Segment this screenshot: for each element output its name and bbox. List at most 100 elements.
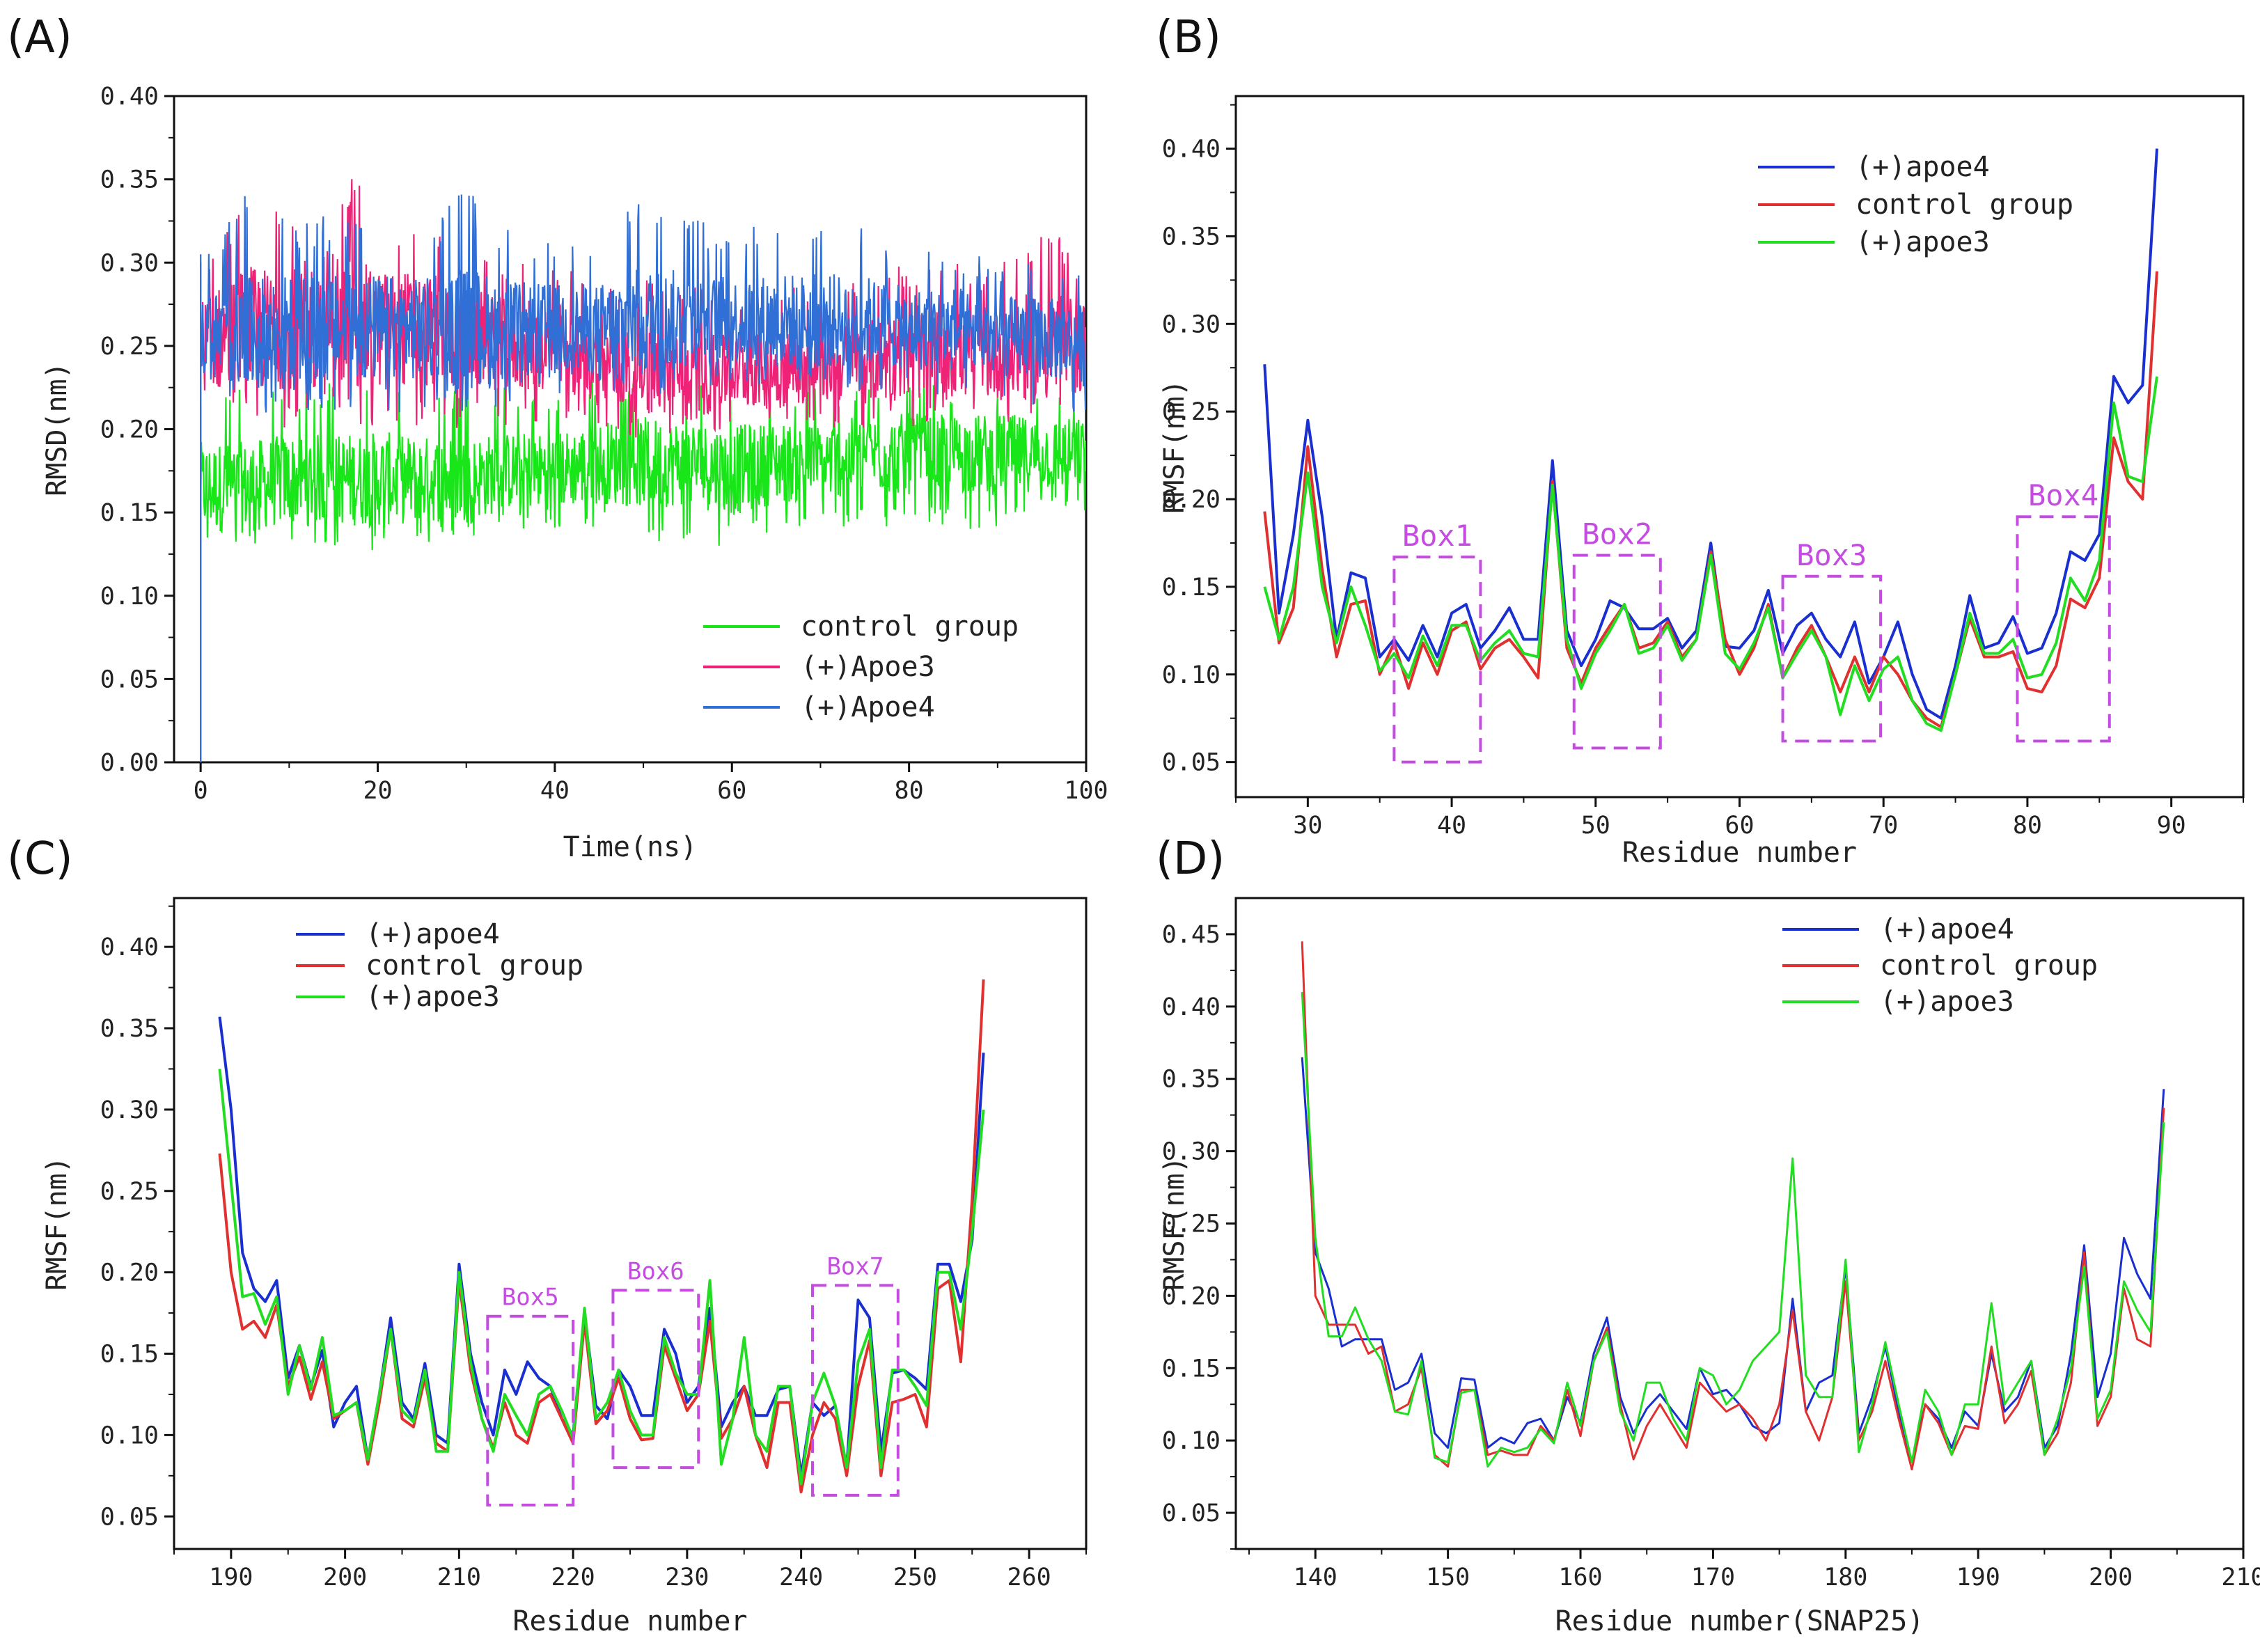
annotation-box	[1392, 556, 1482, 764]
panel-label: (C)	[7, 833, 73, 885]
x-tick-label: 170	[1691, 1564, 1735, 1591]
x-tick-label: 100	[1064, 777, 1108, 805]
x-tick-label: 80	[895, 777, 924, 805]
y-tick-label: 0.10	[100, 1422, 159, 1449]
annotation-box-label: Box3	[1796, 538, 1867, 572]
y-tick-label: 0.10	[100, 583, 159, 611]
x-tick-label: 40	[1437, 812, 1466, 840]
y-tick-label: 0.05	[1162, 749, 1221, 777]
annotation-box-label: Box1	[1402, 519, 1473, 553]
y-tick-label: 0.05	[100, 666, 159, 693]
legend-label: (+)Apoe4	[801, 691, 935, 723]
y-tick-label: 0.10	[1162, 1427, 1221, 1455]
x-tick-label: 220	[551, 1564, 595, 1591]
annotation-box-label: Box5	[502, 1284, 559, 1312]
legend-label: (+)apoe3	[366, 981, 500, 1013]
series-line	[218, 1016, 985, 1477]
y-tick-label: 0.15	[1162, 1355, 1221, 1383]
y-tick-label: 0.25	[100, 333, 159, 361]
legend-label: control group	[366, 950, 583, 982]
panel-label: (D)	[1156, 833, 1225, 885]
y-tick-label: 0.30	[1162, 1138, 1221, 1166]
x-axis-title: Residue number(SNAP25)	[1555, 1605, 1924, 1637]
series-line	[218, 1069, 985, 1486]
y-axis-title: RMSD(nm)	[41, 362, 73, 496]
panel-label: (A)	[7, 12, 72, 63]
y-tick-label: 0.15	[100, 1341, 159, 1369]
chart-panel-1: (A) 0 20 40 60 80 100 0.00 0.05 0.10 0.15 0.20 0.25 0…	[7, 12, 1108, 863]
chart-panel-4: (D) 140 150 160 170 180 190 200 210 0.05 0.10 0.15 0…	[1156, 833, 2260, 1637]
y-tick-label: 0.35	[100, 166, 159, 194]
series-line	[1301, 992, 2165, 1468]
annotation-box	[611, 1289, 700, 1470]
x-tick-label: 90	[2157, 812, 2186, 840]
y-axis-title: RMSF(nm)	[41, 1156, 73, 1291]
y-tick-label: 0.00	[100, 749, 159, 777]
x-tick-label: 50	[1581, 812, 1610, 840]
x-tick-label: 190	[1956, 1564, 2000, 1591]
series-line	[1263, 148, 2158, 720]
legend-label: control group	[801, 611, 1019, 643]
legend-label: (+)apoe4	[1855, 151, 1990, 183]
annotation-box	[1572, 553, 1662, 750]
annotation-box-label: Box4	[2028, 478, 2098, 512]
x-tick-label: 210	[437, 1564, 481, 1591]
y-tick-label: 0.20	[1162, 486, 1221, 514]
chart-panel-3: (C) 190 200 210 220 230 240 250 260 0.05 0.10 0.15 0…	[7, 833, 1088, 1637]
x-tick-label: 40	[540, 777, 570, 805]
x-tick-label: 200	[2089, 1564, 2133, 1591]
y-axis-title: RMSF(nm)	[1159, 379, 1191, 514]
y-tick-label: 0.35	[100, 1015, 159, 1043]
x-tick-label: 240	[779, 1564, 823, 1591]
x-tick-label: 160	[1558, 1564, 1602, 1591]
legend-label: (+)apoe4	[366, 918, 500, 950]
y-tick-label: 0.30	[100, 1096, 159, 1124]
x-tick-label: 260	[1007, 1564, 1051, 1591]
y-tick-label: 0.35	[1162, 1066, 1221, 1094]
legend-label: (+)apoe3	[1880, 986, 2014, 1018]
series-line	[200, 194, 1086, 762]
series-line	[200, 380, 1086, 762]
x-tick-label: 250	[893, 1564, 937, 1591]
x-tick-label: 60	[1725, 812, 1754, 840]
plot-frame	[1234, 897, 2245, 1550]
x-axis-title: Time(ns)	[563, 831, 698, 863]
y-tick-label: 0.25	[1162, 1211, 1221, 1238]
series-line	[1301, 1057, 2165, 1463]
x-tick-label: 180	[1823, 1564, 1867, 1591]
x-axis-title: Residue number	[1622, 837, 1857, 869]
annotation-box	[1781, 574, 1883, 743]
annotation-box	[486, 1314, 575, 1507]
y-tick-label: 0.15	[100, 499, 159, 527]
annotation-box-label: Box2	[1582, 517, 1652, 551]
panel-label: (B)	[1156, 12, 1221, 63]
legend-label: (+)Apoe3	[801, 651, 935, 683]
x-tick-label: 30	[1293, 812, 1322, 840]
y-tick-label: 0.40	[1162, 136, 1221, 164]
y-tick-label: 0.10	[1162, 661, 1221, 689]
y-tick-label: 0.45	[1162, 921, 1221, 949]
x-tick-label: 20	[363, 777, 392, 805]
x-tick-label: 0	[194, 777, 208, 805]
x-tick-label: 230	[665, 1564, 709, 1591]
x-tick-label: 60	[717, 777, 746, 805]
legend-label: (+)apoe4	[1880, 913, 2014, 945]
x-tick-label: 210	[2221, 1564, 2260, 1591]
x-tick-label: 200	[323, 1564, 367, 1591]
y-tick-label: 0.05	[1162, 1500, 1221, 1527]
y-tick-label: 0.20	[100, 1259, 159, 1287]
y-tick-label: 0.20	[1162, 1282, 1221, 1310]
annotation-box	[2016, 515, 2111, 743]
legend-label: control group	[1855, 189, 2073, 221]
y-tick-label: 0.15	[1162, 574, 1221, 601]
x-tick-label: 190	[209, 1564, 253, 1591]
y-tick-label: 0.25	[1162, 398, 1221, 426]
y-tick-label: 0.30	[1162, 310, 1221, 338]
y-tick-label: 0.35	[1162, 223, 1221, 251]
y-tick-label: 0.40	[100, 934, 159, 961]
annotation-box	[811, 1284, 900, 1497]
x-tick-label: 140	[1294, 1564, 1337, 1591]
annotation-box-label: Box7	[826, 1252, 884, 1280]
x-tick-label: 80	[2013, 812, 2042, 840]
